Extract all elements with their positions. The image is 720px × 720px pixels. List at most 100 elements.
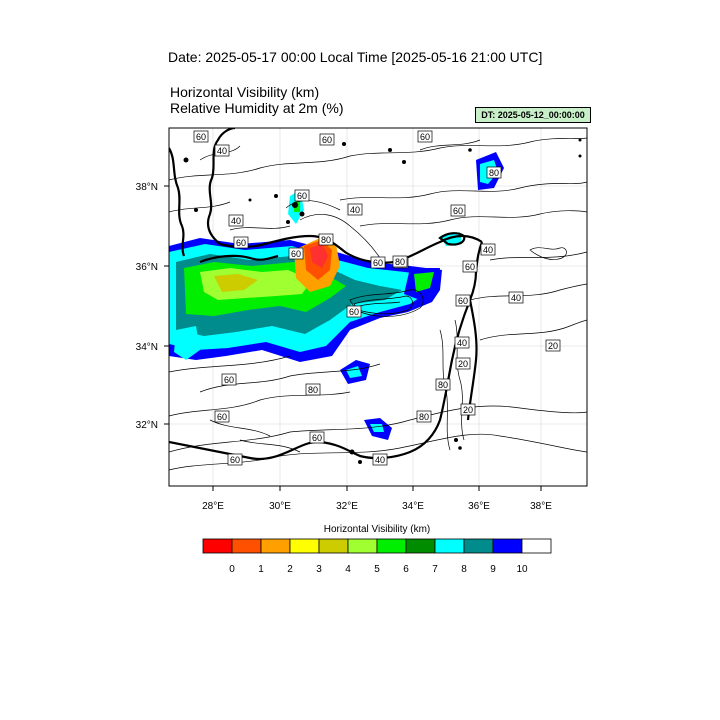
main-title: Horizontal Visibility (km): [170, 84, 320, 100]
svg-text:80: 80: [438, 380, 448, 390]
contour-label: 80: [416, 410, 432, 423]
svg-text:80: 80: [308, 385, 318, 395]
lon-tick-label: 28°E: [202, 501, 224, 512]
colorbar-label: 5: [374, 564, 380, 575]
sub-title: Relative Humidity at 2m (%): [170, 100, 344, 116]
colorbar-swatch: [202, 538, 233, 554]
svg-text:60: 60: [217, 412, 227, 422]
colorbar-label: 1: [258, 564, 264, 575]
contour-label: 60: [417, 130, 433, 143]
colorbar-label: 2: [287, 564, 293, 575]
contour-label: 40: [372, 453, 388, 466]
contour-label: 20: [460, 403, 476, 416]
colorbar-label: 8: [461, 564, 467, 575]
contour-label: 80: [392, 255, 408, 268]
colorbar-swatch: [260, 538, 291, 554]
vis-band-0km: [310, 244, 328, 268]
colorbar-swatch: [318, 538, 349, 554]
lat-tick-label: 32°N: [136, 420, 158, 431]
svg-text:60: 60: [312, 433, 322, 443]
colorbar-swatch: [289, 538, 320, 554]
contour-label: 20: [455, 357, 471, 370]
axis-ticks: [164, 185, 542, 491]
map-plot-area: 60 40 60 60 80 40 60 40 60 60 80 60 60 80 60 40 60 40 60 80…: [169, 128, 587, 486]
coast-crete: [199, 254, 279, 264]
contour-label: 60: [294, 189, 310, 202]
coast-aegean-east: [206, 128, 236, 245]
colorbar-swatch: [347, 538, 378, 554]
contour-label: 80: [486, 166, 502, 179]
vis-west-blob: [174, 326, 200, 360]
contour-label: 60: [193, 130, 209, 143]
lat-tick-labels: 38°N 36°N 34°N 32°N: [136, 182, 158, 431]
colorbar-swatch: [463, 538, 494, 554]
lon-tick-label: 30°E: [269, 501, 291, 512]
contour-label: 40: [347, 203, 363, 216]
islands: [183, 138, 582, 464]
contour-label: 80: [305, 383, 321, 396]
svg-text:20: 20: [463, 405, 473, 415]
lat-tick-label: 38°N: [136, 182, 158, 193]
vis-east-blob-inner: [414, 272, 434, 292]
contour-label: 60: [221, 373, 237, 386]
colorbar-label: 4: [345, 564, 351, 575]
lon-tick-label: 36°E: [468, 501, 490, 512]
lon-tick-label: 38°E: [530, 501, 552, 512]
svg-text:60: 60: [230, 455, 240, 465]
svg-text:60: 60: [465, 262, 475, 272]
svg-text:80: 80: [489, 168, 499, 178]
colorbar-swatch: [376, 538, 407, 554]
visibility-shading: [169, 152, 504, 440]
contour-label: 40: [228, 214, 244, 227]
lat-tick-label: 36°N: [136, 262, 158, 273]
contour-label: 40: [454, 336, 470, 349]
contour-label: 60: [288, 247, 304, 260]
coast-greece: [169, 147, 186, 257]
colorbar-swatch: [434, 538, 465, 554]
coast-levant: [466, 299, 478, 421]
colorbar-swatch: [231, 538, 262, 554]
colorbar-label: 7: [432, 564, 438, 575]
colorbar-title: Horizontal Visibility (km): [323, 524, 431, 535]
contour-label: 60: [455, 294, 471, 307]
svg-text:20: 20: [458, 359, 468, 369]
colorbar-label: 6: [403, 564, 409, 575]
svg-text:80: 80: [321, 235, 331, 245]
svg-text:60: 60: [453, 206, 463, 216]
colorbar-swatch: [521, 538, 552, 554]
contour-label: 80: [435, 378, 451, 391]
map-frame: [168, 127, 588, 487]
svg-text:80: 80: [395, 257, 405, 267]
vis-band-4km: [214, 274, 258, 292]
contour-label: 40: [214, 144, 230, 157]
lat-tick-label: 34°N: [136, 342, 158, 353]
contour-label: 40: [480, 243, 496, 256]
lon-tick-labels: 28°E 30°E 32°E 34°E 36°E 38°E: [202, 501, 552, 512]
colorbar-swatch: [492, 538, 523, 554]
svg-text:60: 60: [420, 132, 430, 142]
svg-text:40: 40: [217, 146, 227, 156]
svg-text:60: 60: [297, 191, 307, 201]
svg-text:60: 60: [224, 375, 234, 385]
svg-text:60: 60: [322, 135, 332, 145]
lon-tick-label: 32°E: [336, 501, 358, 512]
contour-label: 60: [346, 305, 362, 318]
svg-text:60: 60: [236, 238, 246, 248]
contour-label: 60: [462, 260, 478, 273]
svg-text:60: 60: [196, 132, 206, 142]
svg-text:40: 40: [457, 338, 467, 348]
coastlines: [169, 128, 484, 461]
contour-label: 60: [450, 204, 466, 217]
svg-text:20: 20: [548, 341, 558, 351]
lon-tick-label: 34°E: [402, 501, 424, 512]
colorbar-swatch: [405, 538, 436, 554]
contour-label: 60: [233, 236, 249, 249]
contour-label: 60: [214, 410, 230, 423]
init-time-badge: DT: 2025-05-12_00:00:00: [475, 107, 591, 123]
contour-labels: 60 40 60 60 80 40 60 40 60 60 80 60 60 80 60 40 60 40 60 80…: [193, 130, 561, 466]
svg-text:60: 60: [373, 258, 383, 268]
svg-text:40: 40: [375, 455, 385, 465]
svg-text:40: 40: [511, 293, 521, 303]
colorbar: [202, 538, 552, 554]
